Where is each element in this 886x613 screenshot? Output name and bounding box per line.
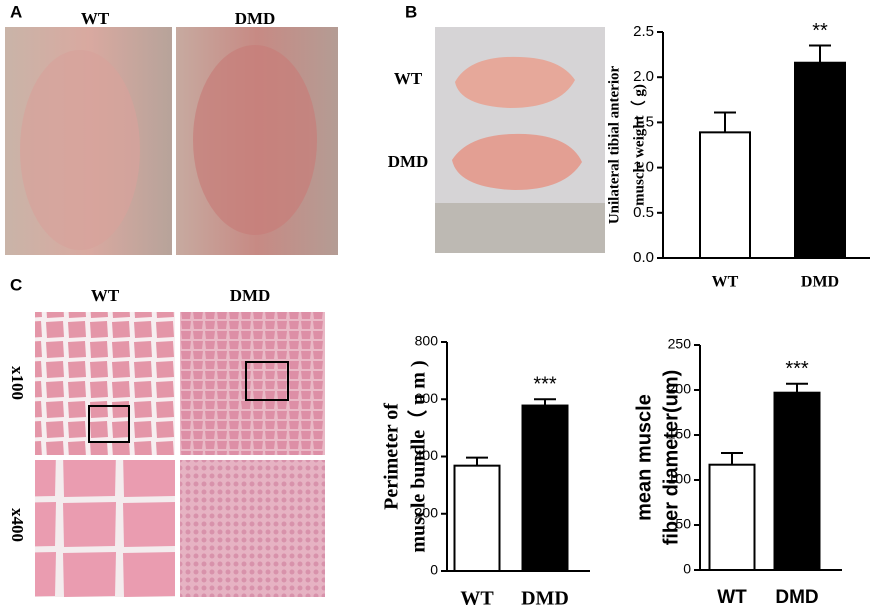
y-tick-label: 1.0 <box>633 159 654 176</box>
significance: *** <box>533 374 557 396</box>
y-axis-title: muscle bundle（ u m ) <box>407 360 430 552</box>
bar <box>794 61 846 260</box>
y-axis-title: muscle weight（ g) <box>629 84 647 206</box>
muscle <box>452 133 582 190</box>
photo-label: x400 <box>8 508 27 542</box>
y-tick-label: 0.0 <box>633 249 654 266</box>
photo-label: DMD <box>230 286 271 305</box>
x-tick-label: DMD <box>801 274 839 291</box>
photo-label: WT <box>394 69 423 88</box>
y-tick-label: 50 <box>675 516 691 532</box>
y-tick-label: 0.5 <box>633 204 654 221</box>
y-tick-label: 2.5 <box>633 23 654 40</box>
photo-label: DMD <box>235 9 276 28</box>
photo-label: x100 <box>8 366 27 400</box>
y-axis-title: Unilateral tibial anterior <box>606 66 622 225</box>
zoom-box <box>88 405 130 443</box>
y-tick-label: 200 <box>415 504 439 520</box>
bar <box>521 404 569 572</box>
x-tick-label: WT <box>717 587 747 608</box>
histology <box>35 460 175 597</box>
muscle <box>455 56 575 108</box>
histology <box>35 312 175 455</box>
y-tick-label: 200 <box>668 381 692 397</box>
ruler <box>435 203 605 253</box>
y-tick-label: 800 <box>415 333 439 349</box>
photo-label: DMD <box>388 152 429 171</box>
bar <box>453 464 501 572</box>
y-tick-label: 150 <box>668 426 692 442</box>
x-tick-label: DMD <box>521 588 569 610</box>
y-tick-label: 1.5 <box>633 113 654 130</box>
y-tick-label: 0 <box>430 562 438 578</box>
photo-label: WT <box>91 286 120 305</box>
y-axis-title: mean muscle <box>633 394 655 521</box>
x-tick-label: WT <box>460 588 494 610</box>
y-tick-label: 0 <box>683 561 691 577</box>
x-tick-label: DMD <box>775 587 818 608</box>
y-tick-label: 400 <box>415 447 439 463</box>
photo-detail <box>20 50 140 250</box>
y-axis-title: fiber diameter(um) <box>660 370 682 546</box>
bar <box>699 131 751 259</box>
y-tick-label: 600 <box>415 390 439 406</box>
bar <box>773 391 821 572</box>
panel-label: A <box>10 2 22 21</box>
photo-label: WT <box>81 9 110 28</box>
panel-label: C <box>10 275 22 294</box>
histology <box>180 460 325 597</box>
bar <box>708 463 756 572</box>
panel-label: B <box>405 2 417 21</box>
photo-detail <box>193 45 317 235</box>
significance: ** <box>812 20 828 42</box>
y-tick-label: 100 <box>668 471 692 487</box>
histology <box>180 312 325 455</box>
y-axis-title: Perimeter of <box>381 403 403 510</box>
x-tick-label: WT <box>712 274 739 291</box>
zoom-box <box>245 361 289 401</box>
y-tick-label: 250 <box>668 336 692 352</box>
significance: *** <box>785 358 809 380</box>
y-tick-label: 2.0 <box>633 68 654 85</box>
